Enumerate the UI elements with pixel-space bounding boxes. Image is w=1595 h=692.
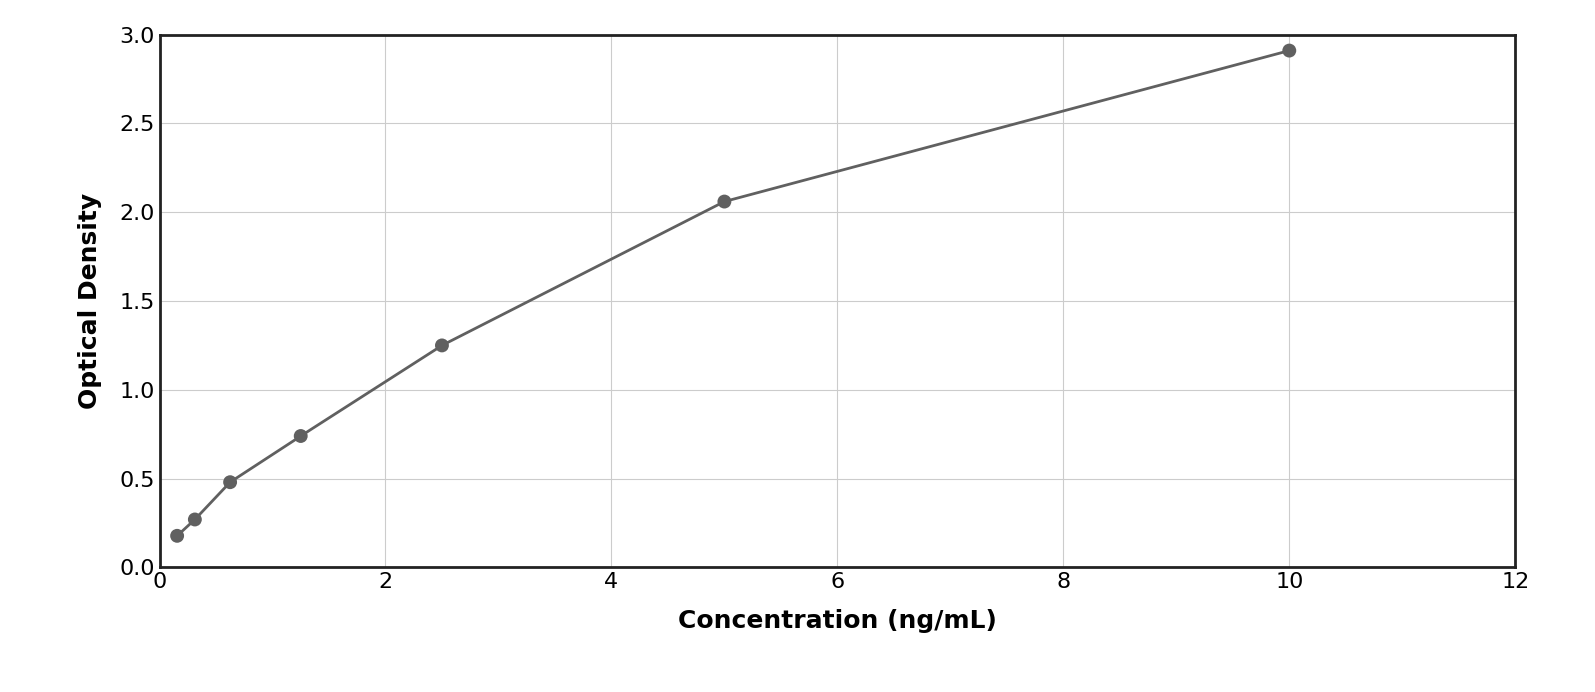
Point: [164, 530, 190, 541]
Point: [711, 196, 737, 207]
Point: [429, 340, 455, 351]
Point: [1276, 45, 1302, 56]
X-axis label: Concentration (ng/mL): Concentration (ng/mL): [678, 609, 997, 633]
Point: [217, 477, 242, 488]
Point: [289, 430, 314, 441]
Point: [182, 514, 207, 525]
Y-axis label: Optical Density: Optical Density: [78, 193, 102, 409]
